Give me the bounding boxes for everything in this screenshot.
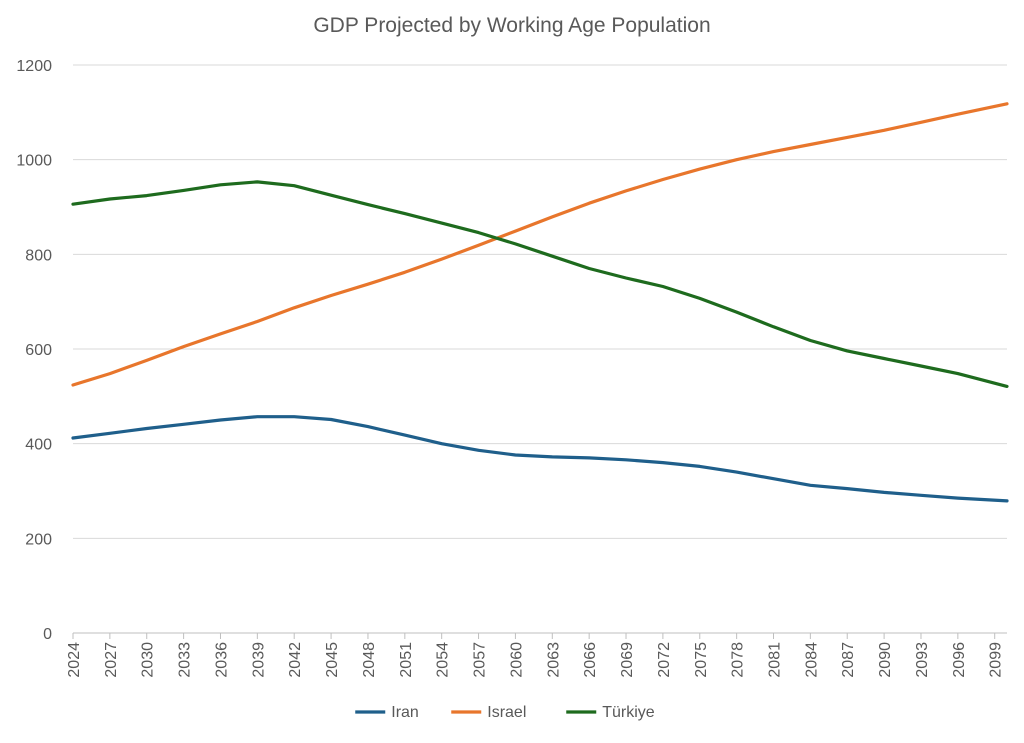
x-tick-label: 2057 — [472, 642, 489, 678]
y-tick-label: 600 — [25, 342, 52, 359]
x-tick-label: 2072 — [656, 642, 673, 678]
x-tick-label: 2036 — [213, 642, 230, 678]
y-tick-label: 0 — [43, 626, 52, 643]
chart-title: GDP Projected by Working Age Population — [313, 14, 711, 37]
x-tick-label: 2087 — [840, 642, 857, 678]
series-line-israel — [71, 102, 1009, 387]
x-tick-label: 2030 — [140, 642, 157, 678]
x-tick-label: 2090 — [877, 642, 894, 678]
legend-label: Israel — [487, 704, 526, 721]
x-tick-label: 2033 — [177, 642, 194, 678]
x-tick-label: 2096 — [951, 642, 968, 678]
x-tick-label: 2048 — [361, 642, 378, 678]
x-tick-label: 2099 — [988, 642, 1005, 678]
series-line-trkiye — [71, 180, 1009, 388]
x-tick-label: 2060 — [508, 642, 525, 678]
x-tick-label: 2066 — [582, 642, 599, 678]
legend-label: Türkiye — [602, 704, 655, 721]
x-tick-label: 2093 — [914, 642, 931, 678]
legend-label: Iran — [391, 704, 419, 721]
y-tick-label: 200 — [25, 531, 52, 548]
x-tick-label: 2027 — [103, 642, 120, 678]
y-tick-label: 1200 — [16, 58, 52, 75]
y-tick-label: 1000 — [16, 153, 52, 170]
y-tick-label: 400 — [25, 437, 52, 454]
series-line-iran — [71, 415, 1009, 503]
x-tick-label: 2069 — [619, 642, 636, 678]
x-tick-label: 2042 — [287, 642, 304, 678]
x-tick-label: 2081 — [767, 642, 784, 678]
x-tick-label: 2039 — [250, 642, 267, 678]
x-tick-label: 2075 — [693, 642, 710, 678]
x-tick-label: 2051 — [398, 642, 415, 678]
x-tick-label: 2078 — [730, 642, 747, 678]
x-tick-label: 2024 — [66, 642, 83, 678]
x-tick-label: 2063 — [545, 642, 562, 678]
x-tick-label: 2045 — [324, 642, 341, 678]
y-tick-label: 800 — [25, 247, 52, 264]
x-tick-label: 2054 — [435, 642, 452, 678]
x-tick-label: 2084 — [803, 642, 820, 678]
